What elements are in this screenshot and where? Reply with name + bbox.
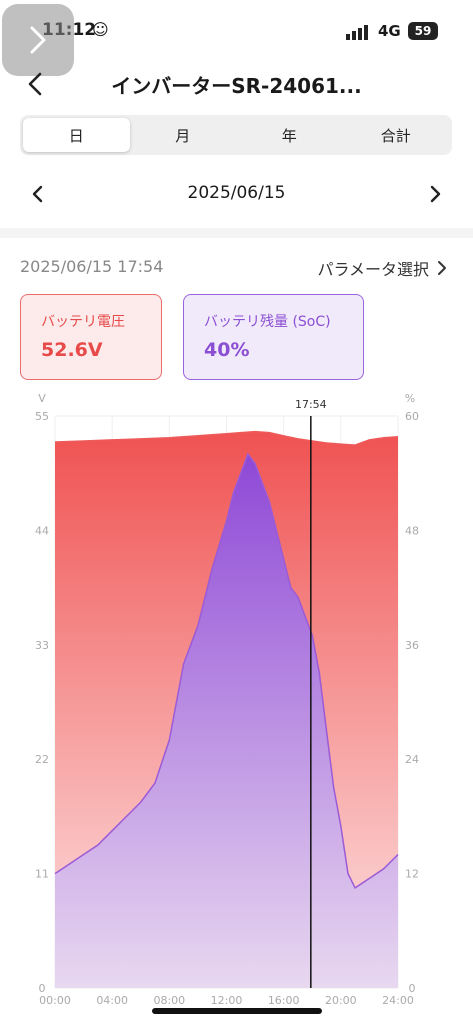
battery-chart[interactable]: 0 0 11 12 22 24 33 36 44 48 55 60 00:00 04:00 08:00 12:… <box>0 388 473 1014</box>
left-axis-tick: 44 <box>35 524 49 537</box>
signal-icon <box>346 25 368 40</box>
x-axis-tick: 08:00 <box>153 994 185 1007</box>
soc-line <box>54 452 399 889</box>
left-axis-tick: 0 <box>39 982 46 995</box>
chevron-right-icon <box>30 26 46 54</box>
right-axis-tick: 24 <box>405 753 419 766</box>
tab-total[interactable]: 合計 <box>380 126 411 145</box>
right-axis-unit: % <box>405 392 415 405</box>
battery-soc-value: 40% <box>204 339 250 361</box>
tab-day[interactable]: 日 <box>23 118 130 152</box>
left-axis-tick: 22 <box>35 753 49 766</box>
soc-area <box>55 454 398 989</box>
period-tabs: 日 月 年 合計 <box>20 115 452 155</box>
smile-icon: ☺ <box>92 20 109 39</box>
tab-month[interactable]: 月 <box>175 126 191 145</box>
battery-voltage-label: バッテリ電圧 <box>41 314 125 330</box>
back-arrow-icon[interactable] <box>22 70 50 98</box>
floating-assist-button[interactable] <box>2 4 74 76</box>
voltage-line <box>54 430 399 446</box>
parameter-select-label: パラメータ選択 <box>317 260 429 279</box>
section-divider <box>0 228 473 238</box>
battery-voltage-value: 52.6V <box>41 339 103 361</box>
battery-soc-card[interactable]: バッテリ残量 (SoC) 40% <box>183 294 364 380</box>
home-indicator <box>152 1008 322 1014</box>
right-axis-tick: 36 <box>405 639 419 652</box>
left-axis-tick: 11 <box>35 868 49 881</box>
x-axis-tick: 12:00 <box>211 994 243 1007</box>
header: インバーターSR-24061... <box>0 58 473 110</box>
parameter-select-button[interactable]: パラメータ選択 <box>317 256 447 280</box>
x-axis-tick: 00:00 <box>39 994 71 1007</box>
x-axis-tick: 20:00 <box>325 994 357 1007</box>
x-axis-tick: 04:00 <box>96 994 128 1007</box>
left-axis-unit: V <box>38 392 46 405</box>
x-axis-tick: 16:00 <box>268 994 300 1007</box>
date-label[interactable]: 2025/06/15 <box>187 183 286 203</box>
battery-soc-label: バッテリ残量 (SoC) <box>204 314 331 330</box>
right-axis-tick: 12 <box>405 868 419 881</box>
date-navigation: 2025/06/15 <box>0 172 473 216</box>
battery-voltage-card[interactable]: バッテリ電圧 52.6V <box>20 294 162 380</box>
right-axis-tick: 48 <box>405 524 419 537</box>
x-axis-tick: 24:00 <box>382 994 414 1007</box>
next-date-icon[interactable] <box>423 182 447 206</box>
cursor-label: 17:54 <box>295 398 327 411</box>
right-axis-tick: 60 <box>405 410 419 423</box>
selected-timestamp: 2025/06/15 17:54 <box>20 257 164 276</box>
left-axis-tick: 55 <box>35 410 49 423</box>
chevron-right-icon <box>438 261 446 275</box>
page-title: インバーターSR-24061... <box>111 74 362 98</box>
left-axis-tick: 33 <box>35 639 49 652</box>
battery-icon: 59 <box>408 22 438 40</box>
right-axis-tick: 0 <box>409 982 416 995</box>
previous-date-icon[interactable] <box>26 182 50 206</box>
tab-year[interactable]: 年 <box>281 126 297 145</box>
network-label: 4G <box>378 22 401 40</box>
